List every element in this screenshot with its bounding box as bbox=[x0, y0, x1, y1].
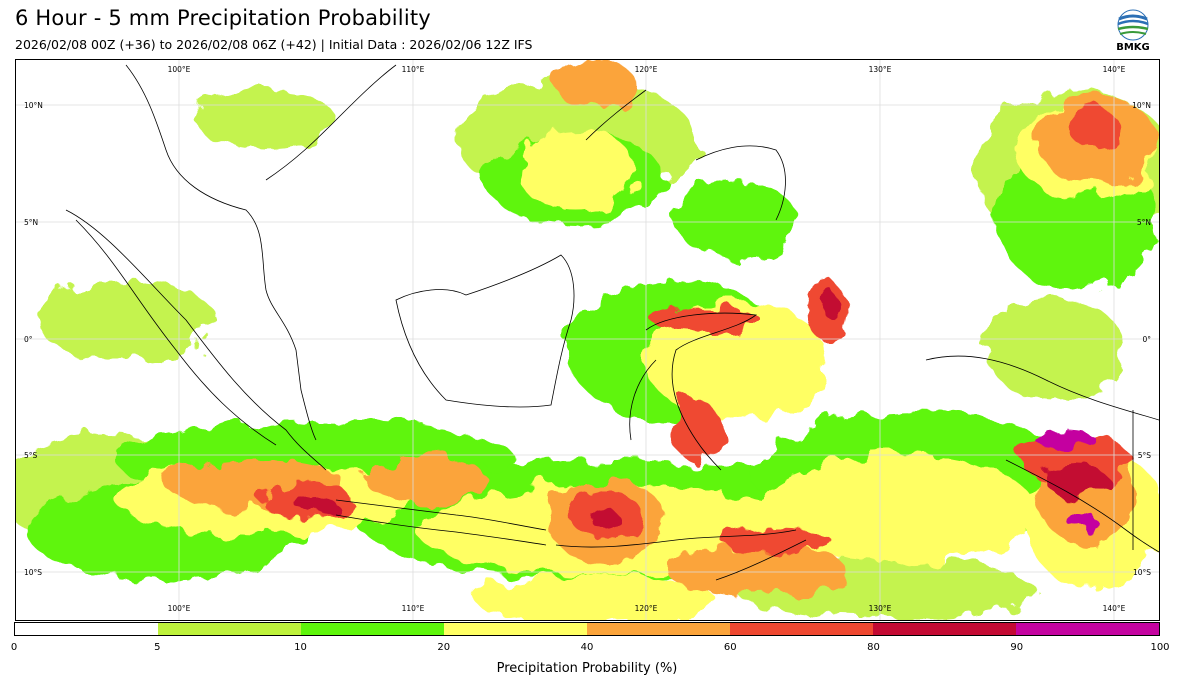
colorbar-segment bbox=[1016, 623, 1159, 635]
lat-label: 5°S bbox=[1138, 451, 1152, 460]
lon-label: 110°E bbox=[402, 65, 425, 74]
colorbar-segment bbox=[730, 623, 873, 635]
map-canvas: 100°E 110°E 120°E 130°E 140°E 100°E 110°… bbox=[16, 60, 1159, 620]
coastlines bbox=[65, 64, 1159, 581]
lon-label: 120°E bbox=[635, 604, 658, 613]
colorbar-tick-label: 10 bbox=[294, 642, 307, 653]
lon-label: 140°E bbox=[1103, 604, 1126, 613]
lat-labels-left: 10°N 5°N 0° 5°S 10°S bbox=[24, 101, 43, 577]
lon-label: 140°E bbox=[1103, 65, 1126, 74]
colorbar-tick-label: 100 bbox=[1150, 642, 1170, 653]
lon-labels-bottom: 100°E 110°E 120°E 130°E 140°E bbox=[168, 604, 1126, 613]
colorbar-segment bbox=[301, 623, 444, 635]
colorbar-tick-label: 40 bbox=[580, 642, 594, 653]
colorbar-segment bbox=[158, 623, 301, 635]
colorbar-tick-label: 90 bbox=[1010, 642, 1024, 653]
probability-field bbox=[16, 60, 1159, 620]
bmkg-logo: BMKG bbox=[1112, 8, 1154, 54]
map-title: 6 Hour - 5 mm Precipitation Probability bbox=[15, 6, 431, 30]
lat-label: 0° bbox=[1142, 335, 1151, 344]
colorbar-segment bbox=[873, 623, 1016, 635]
bmkg-globe-icon bbox=[1117, 9, 1149, 41]
map-subtitle: 2026/02/08 00Z (+36) to 2026/02/08 06Z (… bbox=[15, 37, 533, 52]
lat-labels-right: 10°N 5°N 0° 5°S 10°S bbox=[1132, 101, 1151, 577]
colorbar bbox=[14, 622, 1160, 636]
lat-label: 10°S bbox=[24, 568, 42, 577]
lon-label: 110°E bbox=[402, 604, 425, 613]
colorbar-segment bbox=[444, 623, 587, 635]
colorbar-tick-label: 0 bbox=[10, 642, 18, 653]
lat-label: 10°N bbox=[1132, 101, 1151, 110]
precipitation-map[interactable]: 100°E 110°E 120°E 130°E 140°E 100°E 110°… bbox=[15, 59, 1160, 621]
colorbar-segment bbox=[15, 623, 158, 635]
colorbar-tick-label: 5 bbox=[154, 642, 161, 653]
lat-label: 5°N bbox=[1137, 218, 1151, 227]
lon-label: 120°E bbox=[635, 65, 658, 74]
lon-label: 100°E bbox=[168, 604, 191, 613]
colorbar-title: Precipitation Probability (%) bbox=[496, 661, 678, 676]
lat-label: 5°S bbox=[24, 451, 38, 460]
lat-label: 0° bbox=[24, 335, 33, 344]
colorbar-tick-label: 60 bbox=[723, 642, 737, 653]
lon-label: 130°E bbox=[869, 604, 892, 613]
colorbar-tick-label: 20 bbox=[437, 642, 451, 653]
graticule bbox=[16, 60, 1159, 620]
lon-label: 130°E bbox=[869, 65, 892, 74]
colorbar-ticks: 0 5 10 20 40 60 80 90 100 bbox=[0, 642, 1180, 656]
lon-labels-top: 100°E 110°E 120°E 130°E 140°E bbox=[168, 65, 1126, 74]
lat-label: 5°N bbox=[24, 218, 38, 227]
lat-label: 10°S bbox=[1133, 568, 1151, 577]
bmkg-logo-text: BMKG bbox=[1116, 42, 1150, 53]
colorbar-segment bbox=[587, 623, 730, 635]
colorbar-tick-label: 80 bbox=[867, 642, 880, 653]
lon-label: 100°E bbox=[168, 65, 191, 74]
lat-label: 10°N bbox=[24, 101, 43, 110]
